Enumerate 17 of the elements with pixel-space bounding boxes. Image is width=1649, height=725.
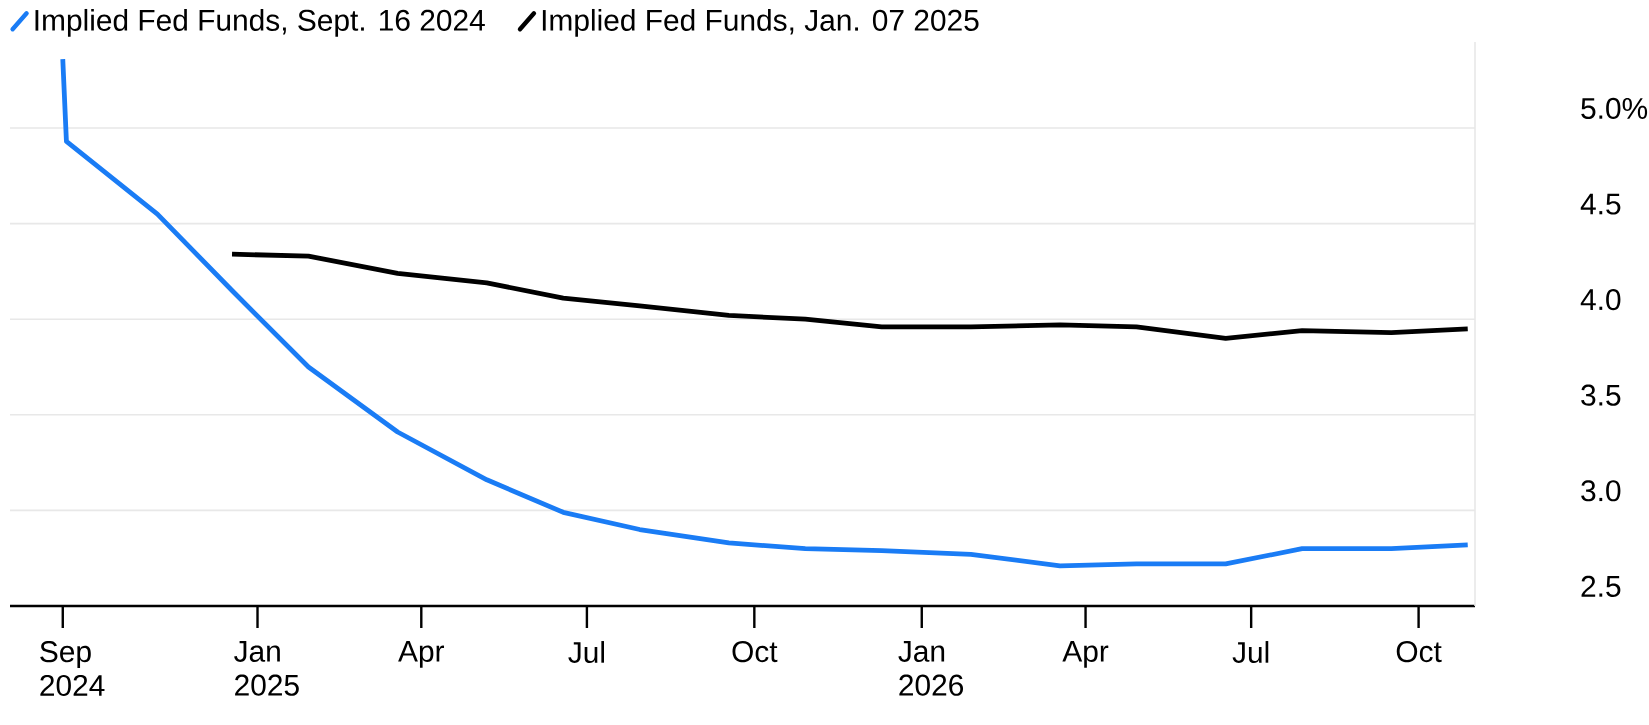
y-tick-label: 4.5 <box>1580 193 1621 215</box>
y-tick-label: 4.0 <box>1580 289 1621 311</box>
x-tick-label: Apr <box>1062 641 1109 668</box>
x-tick-label: Oct <box>732 641 778 663</box>
legend-label: Implied Fed Funds, Jan. 07 2025 <box>542 8 979 37</box>
x-tick-label: Jan 2026 <box>898 641 964 696</box>
y-tick-label: 5.0% <box>1581 97 1648 119</box>
y-tick-label: 3.0 <box>1581 480 1621 502</box>
x-tick-label: Jul <box>1232 641 1269 663</box>
x-tick-label: Apr <box>398 641 445 668</box>
y-tick-label: 2.5 <box>1581 575 1621 597</box>
x-tick-label: Jul <box>568 641 604 663</box>
y-tick-label: 3.5 <box>1581 384 1621 406</box>
legend-label: Implied Fed Funds, Sept. 16 2024 <box>35 8 485 37</box>
x-tick-label: Oct <box>1396 641 1442 663</box>
x-tick-label: Sep 2024 <box>40 641 105 697</box>
x-tick-label: Jan 2025 <box>234 641 299 696</box>
